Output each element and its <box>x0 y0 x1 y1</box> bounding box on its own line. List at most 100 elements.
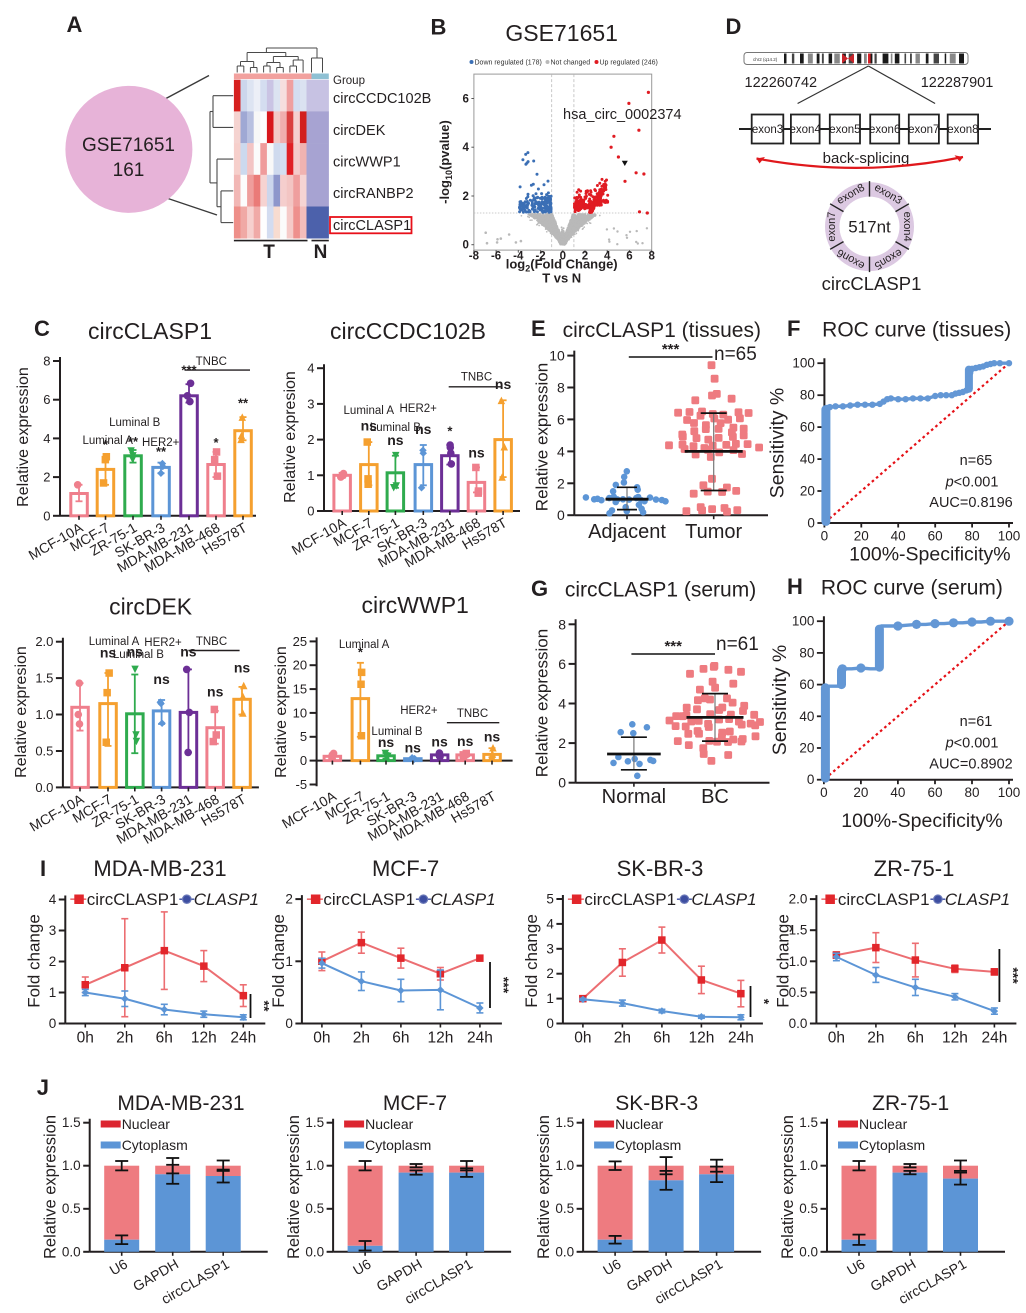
svg-text:2: 2 <box>285 892 293 907</box>
svg-text:MCF-7: MCF-7 <box>383 1092 447 1115</box>
svg-text:0.5: 0.5 <box>789 985 808 1000</box>
svg-text:60: 60 <box>927 785 942 800</box>
svg-text:HER2+: HER2+ <box>144 637 182 649</box>
svg-text:circCLASP1 (serum): circCLASP1 (serum) <box>565 579 756 602</box>
svg-text:12h: 12h <box>427 1030 453 1047</box>
svg-text:0.0: 0.0 <box>555 1244 574 1259</box>
svg-text:1.5: 1.5 <box>799 1115 818 1130</box>
svg-text:Cytoplasm: Cytoplasm <box>859 1137 925 1153</box>
svg-text:20: 20 <box>799 741 814 756</box>
svg-text:1.5: 1.5 <box>305 1115 324 1130</box>
svg-text:log2(Fold Change): log2(Fold Change) <box>506 257 618 274</box>
svg-text:24h: 24h <box>230 1030 256 1047</box>
svg-text:circCLASP1: circCLASP1 <box>584 890 676 909</box>
svg-text:Not changed: Not changed <box>551 60 591 67</box>
svg-text:6: 6 <box>43 392 50 407</box>
svg-text:1.0: 1.0 <box>305 1158 324 1173</box>
svg-text:0.0: 0.0 <box>799 1244 818 1259</box>
svg-text:n=65: n=65 <box>714 344 757 365</box>
svg-text:4: 4 <box>307 361 314 376</box>
svg-text:Nuclear: Nuclear <box>122 1116 171 1132</box>
svg-text:n=65: n=65 <box>960 453 993 469</box>
svg-text:20: 20 <box>853 785 868 800</box>
svg-text:6h: 6h <box>392 1030 409 1047</box>
svg-text:n=61: n=61 <box>716 634 759 655</box>
svg-text:0: 0 <box>49 1016 57 1031</box>
svg-text:1.5: 1.5 <box>62 1115 81 1130</box>
svg-text:Nuclear: Nuclear <box>859 1116 908 1132</box>
svg-text:0: 0 <box>807 516 815 531</box>
svg-text:80: 80 <box>964 785 979 800</box>
svg-text:Luminal B: Luminal B <box>371 726 422 738</box>
svg-text:1.0: 1.0 <box>789 954 808 969</box>
svg-text:*: * <box>447 423 453 438</box>
svg-text:2h: 2h <box>614 1030 631 1047</box>
svg-text:U6: U6 <box>844 1255 868 1278</box>
svg-text:2: 2 <box>582 251 588 263</box>
svg-text:6: 6 <box>626 251 632 263</box>
svg-text:4: 4 <box>557 443 565 459</box>
svg-text:N: N <box>314 242 328 263</box>
svg-text:0: 0 <box>300 753 307 768</box>
svg-text:100: 100 <box>998 529 1021 544</box>
svg-text:Luminal A: Luminal A <box>339 639 390 651</box>
svg-text:ns: ns <box>361 418 378 434</box>
svg-text:SK-BR-3: SK-BR-3 <box>617 856 704 881</box>
svg-text:ns: ns <box>484 729 501 745</box>
svg-text:40: 40 <box>800 452 815 467</box>
svg-text:Fold change: Fold change <box>522 914 541 1008</box>
svg-text:1.0: 1.0 <box>555 1158 574 1173</box>
svg-text:1: 1 <box>546 991 554 1006</box>
svg-text:**: ** <box>257 1001 273 1012</box>
svg-text:60: 60 <box>800 420 815 435</box>
svg-text:0.5: 0.5 <box>62 1201 81 1216</box>
svg-text:circCLASP1: circCLASP1 <box>88 318 212 344</box>
svg-text:ns: ns <box>153 671 170 687</box>
svg-text:0: 0 <box>285 1016 293 1031</box>
svg-text:exon3: exon3 <box>752 124 783 136</box>
svg-text:ZR-75-1: ZR-75-1 <box>872 1092 949 1115</box>
svg-text:U6: U6 <box>350 1255 374 1278</box>
svg-text:4: 4 <box>546 916 554 931</box>
svg-text:T vs N: T vs N <box>542 271 581 286</box>
svg-text:2: 2 <box>462 191 468 203</box>
svg-text:CLASP1: CLASP1 <box>691 890 756 909</box>
svg-text:exon5: exon5 <box>829 124 860 136</box>
svg-text:8: 8 <box>648 251 655 263</box>
svg-text:Nuclear: Nuclear <box>615 1116 664 1132</box>
svg-text:25: 25 <box>293 634 307 649</box>
svg-text:***: *** <box>496 977 512 994</box>
svg-text:MCF-7: MCF-7 <box>372 856 439 881</box>
svg-text:-2: -2 <box>535 251 545 263</box>
svg-text:0h: 0h <box>574 1030 591 1047</box>
svg-text:G: G <box>531 576 548 601</box>
svg-text:2: 2 <box>49 954 57 969</box>
svg-text:circCLASP1: circCLASP1 <box>333 218 411 234</box>
svg-text:10: 10 <box>549 348 565 364</box>
svg-text:I: I <box>40 856 46 881</box>
svg-text:Luminal B: Luminal B <box>113 649 164 661</box>
svg-text:80: 80 <box>965 529 980 544</box>
svg-text:122260742: 122260742 <box>745 75 818 91</box>
svg-text:6: 6 <box>462 94 468 106</box>
svg-text:n=61: n=61 <box>960 714 993 730</box>
svg-text:C: C <box>34 316 50 341</box>
svg-text:0: 0 <box>307 504 314 519</box>
svg-text:ns: ns <box>405 740 422 756</box>
svg-text:TNBC: TNBC <box>196 356 227 368</box>
svg-text:12h: 12h <box>688 1030 714 1047</box>
svg-text:122287901: 122287901 <box>921 75 994 91</box>
svg-text:***: *** <box>662 341 680 358</box>
svg-text:Luminal A: Luminal A <box>89 636 140 648</box>
svg-text:U6: U6 <box>107 1255 131 1278</box>
svg-text:circRANBP2: circRANBP2 <box>333 186 414 202</box>
svg-text:4: 4 <box>49 892 57 907</box>
svg-text:exon7: exon7 <box>826 212 838 242</box>
svg-text:2: 2 <box>546 966 554 981</box>
svg-text:6: 6 <box>557 411 565 427</box>
svg-text:Relative expresion: Relative expresion <box>273 646 290 778</box>
svg-text:TNBC: TNBC <box>457 708 488 720</box>
svg-text:**: ** <box>128 434 139 449</box>
svg-text:HER2+: HER2+ <box>142 437 180 449</box>
svg-text:-8: -8 <box>469 251 480 263</box>
